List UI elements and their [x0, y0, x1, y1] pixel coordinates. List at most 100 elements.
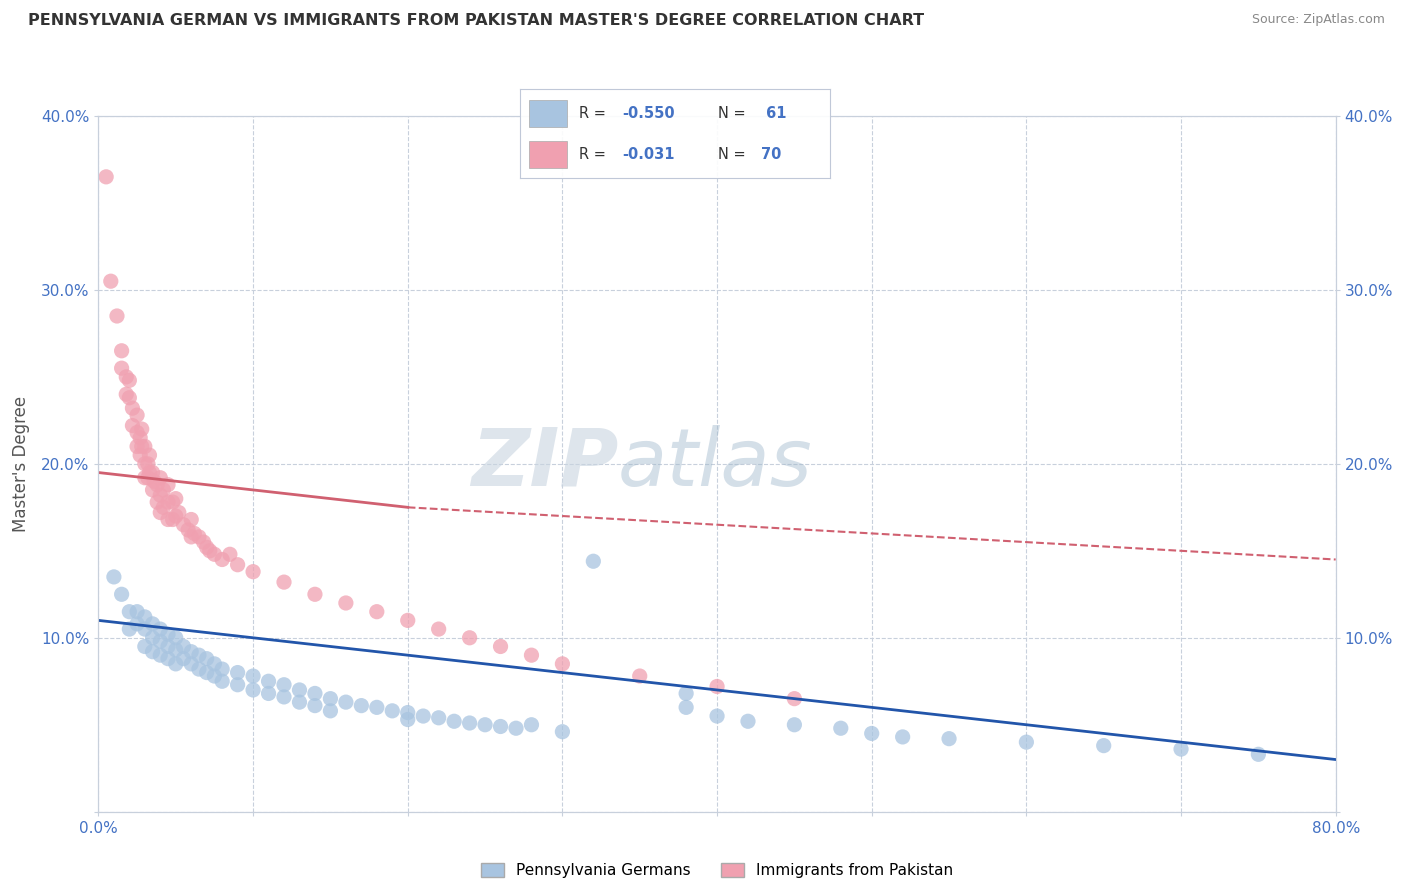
- Point: [100, 274, 122, 288]
- Point: [783, 691, 806, 706]
- Point: [675, 700, 697, 714]
- Point: [257, 686, 280, 700]
- Point: [173, 651, 195, 665]
- Point: [1247, 747, 1270, 762]
- Y-axis label: Master's Degree: Master's Degree: [11, 396, 30, 532]
- Point: [180, 657, 202, 671]
- Point: [157, 627, 180, 641]
- Point: [1092, 739, 1115, 753]
- Point: [938, 731, 960, 746]
- Point: [582, 554, 605, 568]
- Point: [142, 483, 165, 497]
- Point: [458, 631, 481, 645]
- Point: [134, 622, 156, 636]
- Point: [288, 695, 311, 709]
- Point: [675, 686, 697, 700]
- Point: [162, 495, 184, 509]
- Point: [115, 387, 138, 401]
- Point: [136, 457, 159, 471]
- Point: [242, 565, 264, 579]
- Point: [149, 648, 172, 662]
- Point: [551, 724, 574, 739]
- Point: [134, 610, 156, 624]
- Point: [860, 726, 883, 740]
- Point: [319, 704, 342, 718]
- Point: [396, 614, 419, 628]
- Point: [183, 526, 205, 541]
- Point: [149, 506, 172, 520]
- Point: [157, 512, 180, 526]
- Point: [127, 605, 149, 619]
- Point: [350, 698, 373, 713]
- Point: [157, 495, 180, 509]
- Point: [783, 717, 806, 731]
- Point: [1170, 742, 1192, 756]
- Point: [226, 678, 249, 692]
- Point: [443, 714, 465, 729]
- Point: [489, 719, 512, 733]
- Point: [257, 674, 280, 689]
- Point: [165, 508, 187, 523]
- Point: [127, 440, 149, 454]
- Point: [138, 448, 160, 462]
- Point: [706, 680, 728, 694]
- Point: [242, 683, 264, 698]
- Point: [242, 669, 264, 683]
- Point: [131, 422, 153, 436]
- Point: [142, 645, 165, 659]
- Point: [142, 631, 165, 645]
- Legend: Pennsylvania Germans, Immigrants from Pakistan: Pennsylvania Germans, Immigrants from Pa…: [475, 857, 959, 884]
- Point: [146, 477, 169, 491]
- Point: [134, 640, 156, 654]
- Point: [157, 640, 180, 654]
- Point: [149, 622, 172, 636]
- Point: [195, 541, 218, 555]
- Point: [149, 471, 172, 485]
- Text: PENNSYLVANIA GERMAN VS IMMIGRANTS FROM PAKISTAN MASTER'S DEGREE CORRELATION CHAR: PENNSYLVANIA GERMAN VS IMMIGRANTS FROM P…: [28, 13, 924, 29]
- Point: [505, 721, 527, 735]
- Point: [520, 648, 543, 662]
- Point: [366, 700, 388, 714]
- Point: [129, 431, 152, 445]
- Point: [458, 716, 481, 731]
- Point: [474, 717, 496, 731]
- Point: [129, 448, 152, 462]
- Point: [180, 530, 202, 544]
- Point: [180, 645, 202, 659]
- Point: [142, 466, 165, 480]
- Point: [211, 674, 233, 689]
- Point: [103, 570, 125, 584]
- Point: [304, 698, 326, 713]
- Point: [118, 373, 141, 387]
- Point: [143, 474, 166, 488]
- Point: [165, 491, 187, 506]
- Point: [118, 622, 141, 636]
- Point: [134, 457, 156, 471]
- Text: N =: N =: [718, 106, 751, 120]
- Point: [273, 690, 295, 704]
- Point: [162, 512, 184, 526]
- FancyBboxPatch shape: [530, 100, 567, 127]
- Point: [157, 477, 180, 491]
- Text: N =: N =: [718, 147, 751, 161]
- Point: [628, 669, 651, 683]
- FancyBboxPatch shape: [530, 141, 567, 168]
- Point: [412, 709, 434, 723]
- Point: [396, 706, 419, 720]
- Point: [188, 530, 211, 544]
- Point: [165, 657, 187, 671]
- Point: [149, 488, 172, 502]
- Point: [381, 704, 404, 718]
- Point: [157, 651, 180, 665]
- Text: ZIP: ZIP: [471, 425, 619, 503]
- Point: [226, 558, 249, 572]
- Point: [115, 369, 138, 384]
- Point: [131, 440, 153, 454]
- Point: [366, 605, 388, 619]
- Point: [136, 471, 159, 485]
- Point: [520, 717, 543, 731]
- Text: 61: 61: [762, 106, 787, 120]
- Point: [427, 711, 450, 725]
- Point: [127, 408, 149, 422]
- Point: [427, 622, 450, 636]
